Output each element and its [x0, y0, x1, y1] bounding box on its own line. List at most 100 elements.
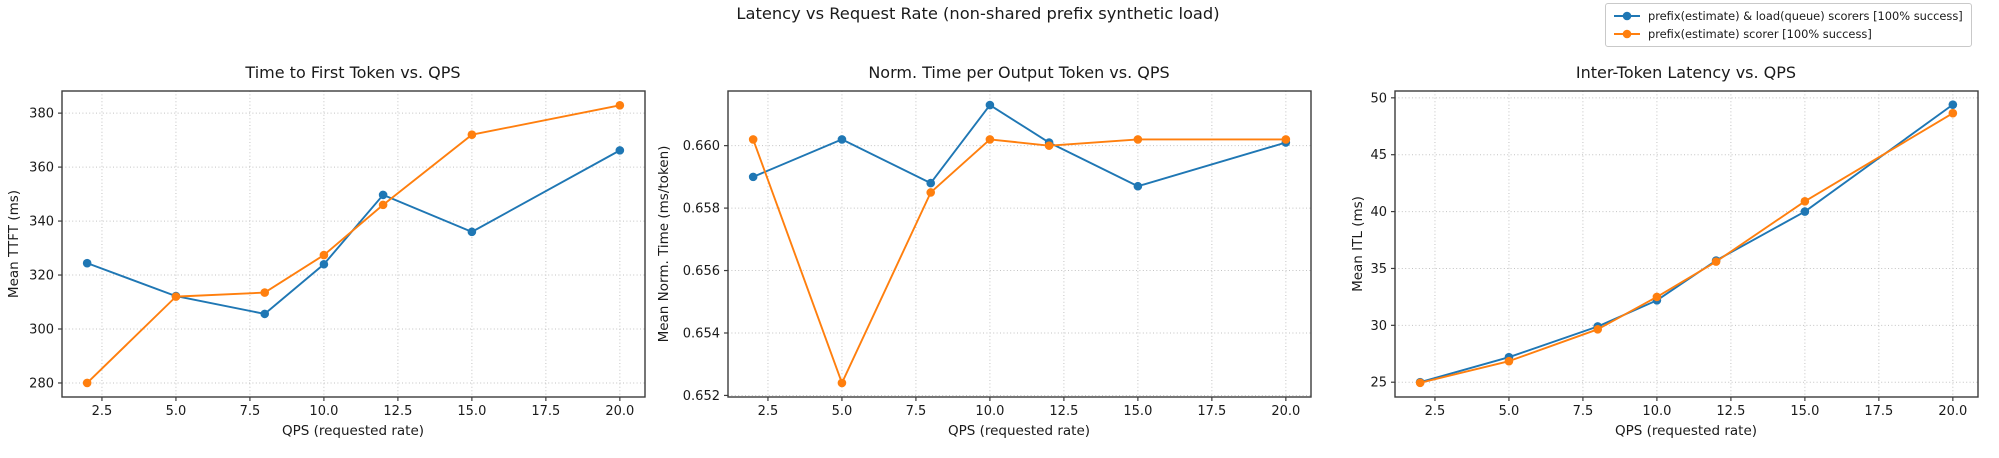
y-tick-label: 40 [1370, 205, 1387, 220]
x-tick-label: 2.5 [758, 404, 779, 419]
data-point-marker [260, 288, 270, 297]
legend-marker-line-circle-icon [1614, 29, 1640, 38]
y-tick-label: 35 [1370, 262, 1387, 277]
series-line-1 [752, 138, 1287, 384]
legend-marker-line-circle-icon [1614, 11, 1640, 20]
y-tick-label: 300 [29, 323, 54, 338]
data-point-marker [171, 292, 181, 301]
x-axis-label: QPS (requested rate) [947, 423, 1091, 439]
x-tick-label: 20.0 [1938, 404, 1967, 419]
data-point-marker [837, 378, 847, 388]
y-tick-label: 25 [1370, 376, 1387, 391]
data-point-marker [985, 100, 995, 110]
y-tick-label: 380 [29, 107, 54, 122]
y-tick-label: 0.660 [683, 139, 720, 154]
x-tick-label: 5.0 [832, 404, 853, 419]
data-point-marker [748, 135, 758, 144]
plot-border [1394, 90, 1979, 398]
x-tick-label: 10.0 [309, 404, 338, 419]
data-point-marker [1800, 197, 1810, 206]
x-tick-label: 7.5 [1573, 404, 1594, 419]
data-point-marker [985, 135, 995, 144]
data-point-marker [1044, 141, 1054, 150]
plot-border [727, 90, 1312, 398]
data-point-marker [467, 227, 477, 237]
x-tick-label: 7.5 [906, 404, 927, 419]
x-tick-label: 5.0 [1499, 404, 1520, 419]
y-tick-label: 0.658 [683, 202, 720, 217]
data-point-marker [615, 146, 625, 155]
series-line-0 [86, 149, 621, 315]
chart-title: Time to First Token vs. QPS [245, 63, 461, 82]
x-axis-label: QPS (requested rate) [1614, 423, 1758, 439]
chart-ttft-vs-qps: Time to First Token vs. QPS Mean TTFT (m… [0, 0, 666, 458]
data-point-marker [1593, 325, 1603, 334]
x-tick-label: 12.5 [383, 404, 412, 419]
data-point-marker [467, 130, 477, 140]
legend: prefix(estimate) & load(queue) scorers [… [1605, 3, 1972, 47]
data-point-marker [615, 101, 625, 110]
chart-title: Norm. Time per Output Token vs. QPS [868, 63, 1170, 82]
x-tick-label: 12.5 [1049, 404, 1078, 419]
plot-border [61, 90, 646, 398]
legend-label: prefix(estimate) & load(queue) scorers [… [1648, 8, 1963, 23]
x-axis-label: QPS (requested rate) [281, 423, 425, 439]
y-tick-label: 280 [29, 376, 54, 391]
y-tick-label: 45 [1370, 148, 1387, 163]
data-point-marker [319, 250, 329, 260]
data-point-marker [82, 258, 92, 268]
data-point-marker [837, 135, 847, 144]
data-point-marker [1652, 292, 1662, 302]
data-point-marker [378, 200, 388, 210]
y-tick-label: 320 [29, 269, 54, 284]
plot-area: 2.5 5.0 7.5 10.0 12.5 15.0 17.5 20.0 25 30 35 40 45 5… [1370, 90, 1979, 419]
data-point-marker [1711, 257, 1721, 266]
x-tick-label: 5.0 [166, 404, 187, 419]
y-tick-label: 0.656 [683, 264, 720, 279]
x-tick-label: 10.0 [975, 404, 1004, 419]
data-point-marker [1948, 108, 1958, 118]
legend-entry: prefix(estimate) & load(queue) scorers [… [1612, 7, 1963, 24]
data-point-marker [378, 190, 388, 200]
data-point-marker [926, 188, 936, 197]
plot-area: 2.5 5.0 7.5 10.0 12.5 15.0 17.5 20.0 0.652 0.654 0… [683, 90, 1312, 419]
plot-area: 2.5 5.0 7.5 10.0 12.5 15.0 17.5 20.0 280 300 320 34… [29, 90, 646, 419]
x-tick-label: 15.0 [1123, 404, 1152, 419]
series-line-1 [86, 104, 621, 384]
x-tick-label: 15.0 [457, 404, 486, 419]
x-tick-label: 7.5 [240, 404, 261, 419]
x-tick-label: 10.0 [1642, 404, 1671, 419]
data-point-marker [1800, 207, 1810, 216]
x-tick-label: 15.0 [1790, 404, 1819, 419]
legend-entry: prefix(estimate) scorer [100% success] [1612, 25, 1963, 42]
y-tick-label: 340 [29, 215, 54, 230]
data-point-marker [260, 309, 270, 319]
series-line-1 [1419, 112, 1954, 384]
legend-label: prefix(estimate) scorer [100% success] [1648, 26, 1872, 41]
data-point-marker [1415, 378, 1425, 388]
data-point-marker [1133, 135, 1143, 144]
x-tick-label: 2.5 [1425, 404, 1446, 419]
x-tick-label: 20.0 [605, 404, 634, 419]
chart-norm-time-vs-qps: Norm. Time per Output Token vs. QPS Mean… [656, 0, 1332, 458]
data-point-marker [1281, 135, 1291, 144]
y-tick-label: 0.654 [683, 326, 720, 341]
data-point-marker [1133, 181, 1143, 191]
data-point-marker [748, 172, 758, 182]
x-tick-label: 17.5 [531, 404, 560, 419]
series-line-0 [752, 104, 1287, 188]
x-tick-label: 2.5 [92, 404, 113, 419]
data-point-marker [82, 378, 92, 388]
x-tick-label: 20.0 [1271, 404, 1300, 419]
series-line-0 [1419, 103, 1954, 384]
data-point-marker [1948, 100, 1958, 109]
chart-title: Inter-Token Latency vs. QPS [1575, 63, 1797, 82]
data-point-marker [926, 178, 936, 188]
y-tick-label: 0.652 [683, 389, 720, 404]
x-tick-label: 17.5 [1197, 404, 1226, 419]
data-point-marker [319, 259, 329, 269]
y-tick-label: 360 [29, 161, 54, 176]
figure-title: Latency vs Request Rate (non-shared pref… [736, 4, 1220, 23]
x-tick-label: 12.5 [1716, 404, 1745, 419]
